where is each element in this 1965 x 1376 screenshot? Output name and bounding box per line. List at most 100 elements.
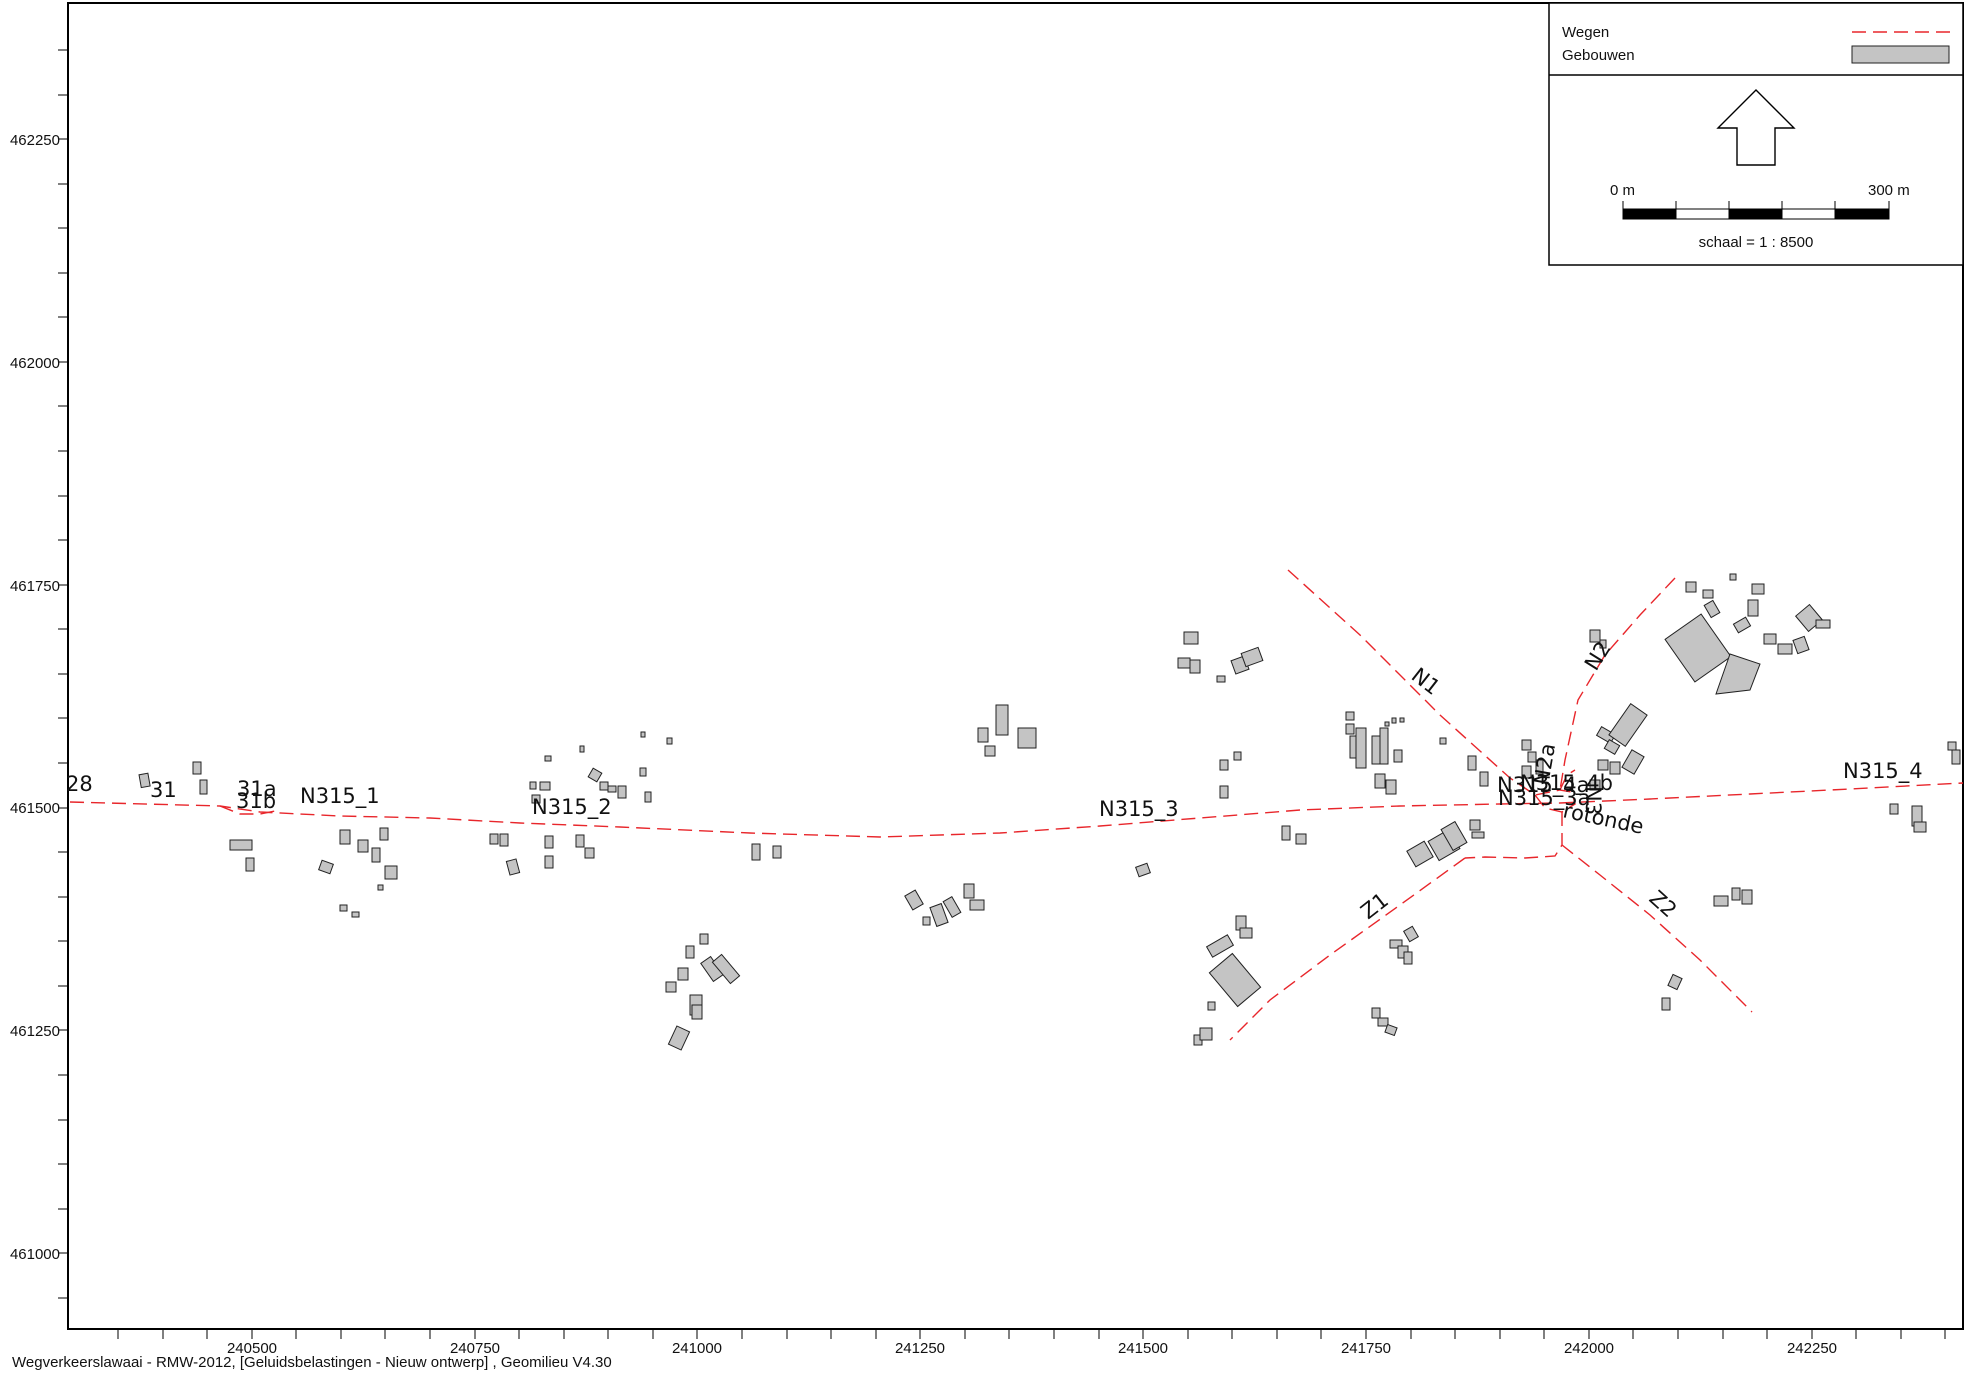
building <box>199 779 208 795</box>
building <box>977 727 989 743</box>
building <box>617 785 627 799</box>
building <box>711 953 741 985</box>
building <box>529 781 537 790</box>
road-z2[interactable] <box>1561 844 1753 1013</box>
building <box>579 745 585 753</box>
road-label-n315-4a: N315_4a <box>1497 773 1590 798</box>
building <box>1233 751 1242 761</box>
building <box>245 857 255 872</box>
building <box>995 704 1009 736</box>
scalebar-start-label: 0 m <box>1610 182 1635 199</box>
building <box>1469 819 1481 831</box>
building <box>984 745 996 757</box>
road-n315-east[interactable] <box>1559 782 1964 804</box>
scalebar: 0 m 300 m schaal = 1 : 8500 <box>1610 182 1910 251</box>
building <box>1741 889 1753 905</box>
building <box>1661 997 1671 1011</box>
building <box>1385 779 1397 795</box>
building <box>1403 951 1413 965</box>
building <box>1715 653 1761 695</box>
building <box>1947 741 1957 751</box>
building <box>544 855 554 869</box>
building <box>1467 755 1477 771</box>
building <box>351 911 360 918</box>
road-z1[interactable] <box>1229 857 1466 1041</box>
building <box>1589 779 1601 791</box>
building <box>599 781 609 791</box>
building <box>1219 785 1229 799</box>
building <box>1747 599 1759 617</box>
building <box>942 896 962 918</box>
building <box>1389 939 1403 949</box>
road-n2[interactable] <box>1559 577 1676 791</box>
building <box>1479 771 1489 787</box>
road-label-n315-3: N315_3 <box>1099 797 1179 822</box>
building <box>922 916 931 926</box>
building <box>1763 633 1777 645</box>
building <box>1889 803 1899 815</box>
building <box>587 767 603 783</box>
x-tick-label: 241000 <box>672 1340 722 1357</box>
x-tick-label: 241250 <box>895 1340 945 1357</box>
building <box>1731 887 1741 901</box>
legend-label-wegen: Wegen <box>1562 24 1609 41</box>
building <box>1621 749 1645 775</box>
y-tick-label: 462250 <box>10 132 60 149</box>
building <box>499 833 509 847</box>
building <box>318 859 334 875</box>
building <box>1603 738 1621 756</box>
road-roundabout[interactable] <box>1534 789 1576 813</box>
building <box>1379 727 1389 765</box>
building <box>1399 717 1405 723</box>
x-tick-label: 241500 <box>1118 1340 1168 1357</box>
building <box>1355 727 1367 769</box>
building <box>1216 675 1226 683</box>
building <box>639 767 647 777</box>
north-arrow-icon <box>1716 89 1796 166</box>
building <box>1471 831 1485 839</box>
road-n2a[interactable] <box>1559 769 1576 791</box>
building <box>1951 749 1961 765</box>
building <box>339 829 351 845</box>
building <box>1281 825 1291 841</box>
building <box>1402 925 1420 943</box>
building <box>138 772 151 789</box>
building <box>1713 895 1729 907</box>
building <box>1240 646 1264 668</box>
y-tick-label: 461500 <box>10 800 60 817</box>
building <box>1189 659 1201 674</box>
building <box>1177 657 1191 669</box>
y-tick-label: 461000 <box>10 1246 60 1263</box>
building <box>192 761 202 775</box>
y-axis: 462250 462000 461750 461500 461250 46100… <box>10 49 68 1299</box>
building <box>665 981 677 993</box>
x-tick-label: 241750 <box>1341 1340 1391 1357</box>
building <box>1135 862 1151 878</box>
building <box>531 794 541 804</box>
road-n315-main[interactable] <box>69 801 1561 838</box>
building <box>1521 765 1532 779</box>
road-label-n315-2: N315_2 <box>532 795 612 820</box>
building <box>1667 973 1683 991</box>
footer-caption: Wegverkeerslawaai - RMW-2012, [Geluidsbe… <box>12 1354 612 1371</box>
building <box>371 847 381 863</box>
building <box>1183 631 1199 645</box>
y-tick-label: 461750 <box>10 578 60 595</box>
legend: Wegen Gebouwen 0 m 300 m schaal = 1 : 85… <box>1548 2 1964 266</box>
road-label-n3: N3 <box>1581 786 1605 815</box>
y-tick-label: 462000 <box>10 355 60 372</box>
road-n315-b[interactable] <box>219 805 281 815</box>
building <box>1597 759 1609 771</box>
building <box>1535 759 1544 775</box>
scalebar-end-label: 300 m <box>1868 182 1910 199</box>
road-label-n315-4b: N315_4b <box>1520 771 1613 796</box>
road-south-connector[interactable] <box>1464 812 1563 859</box>
roads-layer <box>69 569 1964 1041</box>
building <box>1393 749 1403 763</box>
building <box>666 737 673 745</box>
building <box>677 967 689 981</box>
building <box>1685 581 1697 593</box>
road-n1[interactable] <box>1287 569 1536 796</box>
building <box>963 883 975 899</box>
